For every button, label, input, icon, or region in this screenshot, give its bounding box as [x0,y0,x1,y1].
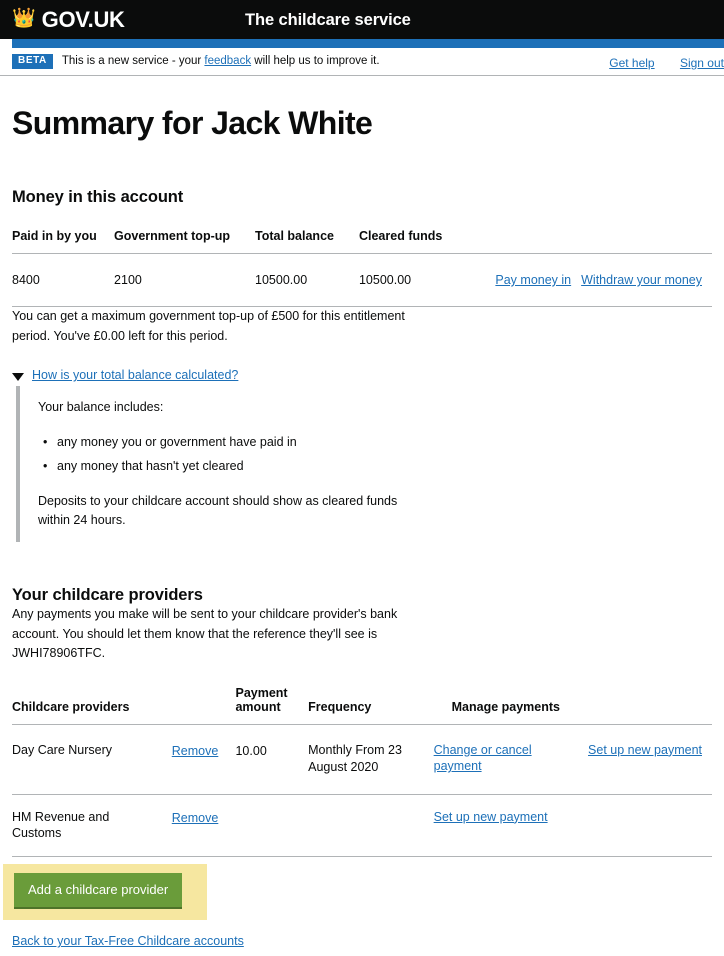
column-total-balance: Total balance [255,229,359,255]
column-paid-in-by-you: Paid in by you [12,229,115,255]
money-table-row: 8400 2100 10500.00 10500.00 Pay money in… [12,253,712,308]
header-blue-strip [12,39,724,48]
column-remove [171,685,236,725]
cell-frequency [308,794,434,858]
phase-text-before: This is a new service - your [61,55,205,67]
balance-details-body: Your balance includes: any money you or … [16,386,712,543]
cell-paid-in-by-you: 8400 [12,253,115,308]
cell-frequency: Monthly From 23 August 2020 [308,724,434,795]
column-government-topup: Government top-up [114,229,256,255]
page-title: Summary for Jack White [12,105,373,141]
phase-text-after: will help us to improve it. [251,55,380,67]
get-help-link[interactable]: Get help [609,56,655,70]
cell-total-balance: 10500.00 [255,253,359,308]
cell-withdraw-money: Withdraw your money [581,253,712,308]
balance-details-intro: Your balance includes: [38,400,164,415]
cell-provider-name: Day Care Nursery [12,724,172,795]
table-row: HM Revenue and Customs Remove Set up new… [12,794,712,858]
column-cleared-funds: Cleared funds [358,229,474,255]
cell-payment-amount [235,794,309,858]
money-table: Paid in by you Government top-up Total b… [12,229,712,308]
govuk-header: 👑 GOV.UK The childcare service [0,0,724,39]
govuk-logo[interactable]: 👑 GOV.UK [12,6,125,32]
beta-tag: BETA [12,53,53,69]
set-up-new-payment-link[interactable]: Set up new payment [588,742,702,757]
list-item: any money that hasn't yet cleared [43,455,712,478]
service-name[interactable]: The childcare service [245,11,411,29]
column-childcare-providers: Childcare providers [12,685,172,725]
phase-banner-text: This is a new service - your feedback wi… [62,55,380,67]
table-row: Day Care Nursery Remove 10.00 Monthly Fr… [12,724,712,795]
column-manage-payments-extra [570,685,712,725]
balance-details-bullets: any money you or government have paid in… [38,431,712,477]
main-content: Summary for Jack White Money in this acc… [0,105,724,950]
cell-government-topup: 2100 [114,253,256,308]
cell-manage-change: Change or cancel payment [433,724,571,795]
cell-remove: Remove [171,724,236,795]
cell-cleared-funds: 10500.00 [358,253,474,308]
cell-manage-setup: Set up new payment [570,724,712,795]
cell-pay-money-in: Pay money in [473,253,582,308]
money-section-title: Money in this account [12,188,184,207]
govuk-brand-label: GOV.UK [41,6,125,32]
cell-manage-empty [570,794,712,858]
column-manage-payments: Manage payments [433,685,571,725]
providers-intro: Any payments you make will be sent to yo… [12,607,398,661]
list-item: any money you or government have paid in [43,431,712,454]
providers-section: Your childcare providers Any payments yo… [3,586,712,950]
change-or-cancel-payment-link[interactable]: Change or cancel payment [433,742,532,774]
set-up-new-payment-link[interactable]: Set up new payment [433,809,548,824]
add-childcare-provider-button[interactable]: Add a childcare provider [14,873,183,908]
crown-icon: 👑 [12,8,36,29]
column-frequency: Frequency [308,685,434,725]
remove-provider-link[interactable]: Remove [171,743,219,758]
column-money-actions-b [581,229,712,255]
balance-details-summary[interactable]: How is your total balance calculated? [12,368,712,382]
cell-payment-amount: 10.00 [235,724,309,795]
column-money-actions-a [473,229,582,255]
feedback-link[interactable]: feedback [204,55,252,67]
balance-details: How is your total balance calculated? Yo… [12,368,712,543]
column-payment-amount: Payment amount [235,685,309,725]
providers-section-title: Your childcare providers [12,586,203,605]
pay-money-in-link[interactable]: Pay money in [495,273,572,288]
balance-details-closing: Deposits to your childcare account shoul… [38,493,398,528]
remove-provider-link[interactable]: Remove [171,810,219,825]
providers-table: Childcare providers Payment amount Frequ… [12,685,712,858]
cell-provider-name: HM Revenue and Customs [12,794,172,858]
back-to-accounts-link[interactable]: Back to your Tax-Free Childcare accounts [12,934,244,949]
providers-table-header-row: Childcare providers Payment amount Frequ… [12,685,712,725]
topup-note: You can get a maximum government top-up … [12,309,405,343]
balance-details-summary-label[interactable]: How is your total balance calculated? [32,368,239,383]
sign-out-link[interactable]: Sign out [679,56,724,70]
header-utility-links: Get help Sign out [587,56,724,70]
cell-manage-setup: Set up new payment [433,794,571,858]
money-table-header-row: Paid in by you Government top-up Total b… [12,229,712,255]
withdraw-money-link[interactable]: Withdraw your money [581,273,702,288]
phase-banner: BETA This is a new service - your feedba… [0,48,724,76]
add-provider-area: Add a childcare provider [3,864,712,922]
triangle-down-icon [12,373,24,382]
cell-remove: Remove [171,794,236,858]
